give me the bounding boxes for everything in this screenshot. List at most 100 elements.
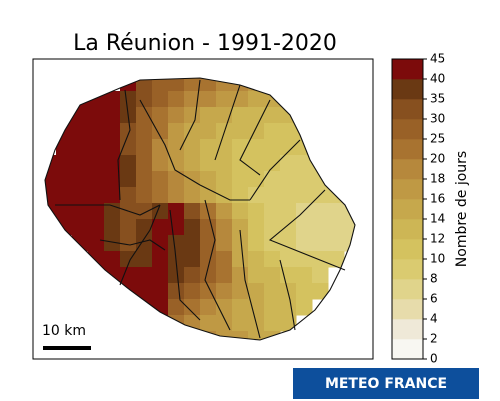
- grid-cell: [152, 91, 169, 108]
- colorbar-bin: [392, 139, 423, 160]
- grid-cell: [88, 187, 105, 204]
- grid-cell: [264, 187, 281, 204]
- grid-cell: [136, 78, 153, 92]
- grid-cell: [104, 123, 121, 140]
- raster: [45, 78, 355, 340]
- grid-cell: [72, 203, 89, 220]
- grid-cell: [72, 139, 89, 156]
- grid-cell: [152, 235, 169, 252]
- colorbar-tick-label: 25: [430, 132, 445, 146]
- grid-cell: [200, 155, 217, 172]
- grid-cell: [152, 267, 169, 284]
- colorbar-tick-label: 6: [430, 292, 438, 306]
- grid-cell: [120, 155, 137, 172]
- grid-cell: [216, 267, 233, 284]
- grid-cell: [184, 187, 201, 204]
- grid-cell: [216, 331, 233, 340]
- grid-cell: [88, 139, 105, 156]
- grid-cell: [296, 155, 313, 172]
- grid-cell: [232, 235, 249, 252]
- grid-cell: [248, 155, 265, 172]
- grid-cell: [264, 299, 281, 316]
- grid-cell: [264, 267, 281, 284]
- grid-cell: [248, 187, 265, 204]
- grid-cell: [312, 203, 329, 220]
- grid-cell: [264, 155, 281, 172]
- grid-cell: [45, 171, 57, 188]
- grid-cell: [248, 251, 265, 268]
- grid-cell: [232, 203, 249, 220]
- grid-cell: [264, 139, 281, 156]
- grid-cell: [216, 203, 233, 220]
- colorbar-bin: [392, 199, 423, 220]
- grid-cell: [264, 203, 281, 220]
- grid-cell: [296, 235, 313, 252]
- grid-cell: [184, 203, 201, 220]
- grid-cell: [216, 155, 233, 172]
- grid-cell: [88, 123, 105, 140]
- scale-bar: [43, 346, 91, 350]
- grid-cell: [312, 283, 329, 300]
- grid-cell: [312, 267, 329, 284]
- grid-cell: [152, 123, 169, 140]
- grid-cell: [184, 267, 201, 284]
- grid-cell: [184, 155, 201, 172]
- grid-cell: [264, 219, 281, 236]
- grid-cell: [312, 235, 329, 252]
- grid-cell: [248, 267, 265, 284]
- scale-bar-label: 10 km: [42, 323, 86, 339]
- colorbar-bin: [392, 299, 423, 320]
- grid-cell: [232, 219, 249, 236]
- colorbar-bin: [392, 59, 423, 80]
- grid-cell: [232, 315, 249, 332]
- colorbar-bin: [392, 259, 423, 280]
- grid-cell: [248, 283, 265, 300]
- grid-cell: [136, 283, 153, 300]
- grid-cell: [216, 171, 233, 188]
- grid-cell: [232, 331, 249, 340]
- grid-cell: [104, 235, 121, 252]
- grid-cell: [184, 251, 201, 268]
- grid-cell: [45, 187, 57, 204]
- grid-cell: [72, 219, 89, 236]
- grid-cell: [104, 139, 121, 156]
- grid-cell: [104, 107, 121, 124]
- grid-cell: [264, 251, 281, 268]
- grid-cell: [232, 283, 249, 300]
- colorbar-bin: [392, 119, 423, 140]
- grid-cell: [136, 155, 153, 172]
- grid-cell: [216, 235, 233, 252]
- logo-box: [293, 368, 479, 399]
- commune-borders: [44, 77, 356, 341]
- grid-cell: [200, 123, 217, 140]
- grid-cell: [152, 171, 169, 188]
- grid-cell: [232, 155, 249, 172]
- grid-cell: [248, 171, 265, 188]
- grid-cell: [200, 107, 217, 124]
- grid-cell: [104, 251, 121, 268]
- grid-cell: [200, 171, 217, 188]
- grid-cell: [56, 139, 73, 156]
- colorbar-tick-label: 40: [430, 72, 445, 86]
- grid-cell: [184, 171, 201, 188]
- grid-cell: [104, 91, 121, 108]
- colorbar-bin: [392, 79, 423, 100]
- grid-cell: [56, 171, 73, 188]
- grid-cell: [168, 187, 185, 204]
- colorbar-tick-label: 16: [430, 192, 445, 206]
- grid-cell: [184, 123, 201, 140]
- grid-cell: [200, 267, 217, 284]
- grid-cell: [296, 187, 313, 204]
- grid-cell: [120, 267, 137, 284]
- grid-cell: [168, 78, 185, 92]
- grid-cell: [72, 123, 89, 140]
- grid-cell: [248, 235, 265, 252]
- grid-cell: [136, 187, 153, 204]
- grid-cell: [216, 251, 233, 268]
- grid-cell: [344, 219, 355, 236]
- grid-cell: [200, 299, 217, 316]
- grid-cell: [184, 91, 201, 108]
- grid-cell: [136, 251, 153, 268]
- grid-cell: [248, 219, 265, 236]
- grid-cell: [280, 251, 297, 268]
